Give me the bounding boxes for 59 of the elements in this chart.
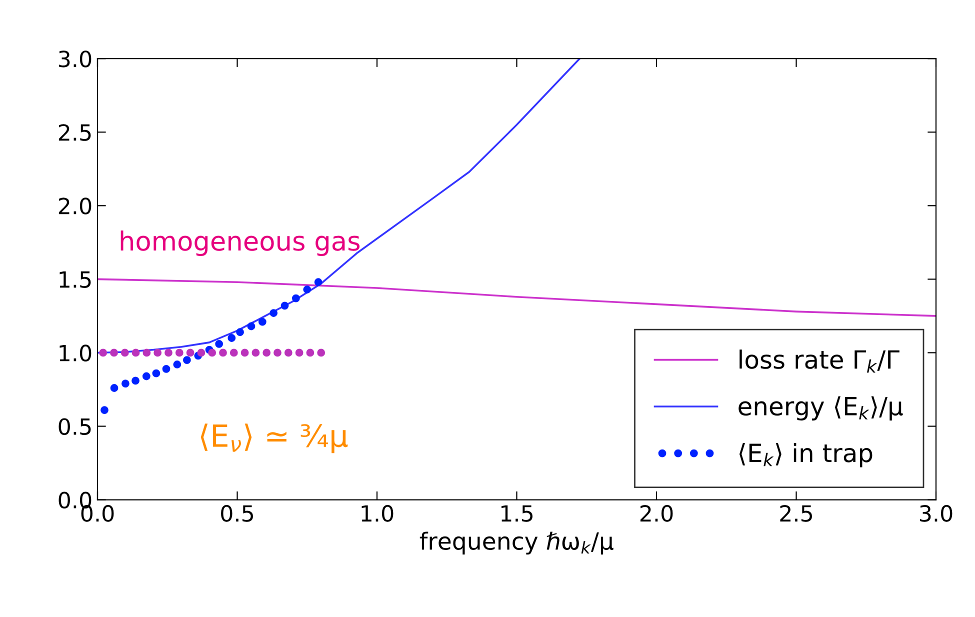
point <box>154 348 162 357</box>
point <box>197 348 206 357</box>
y-tick-label: 1.5 <box>60 271 91 288</box>
point <box>228 334 236 342</box>
point <box>175 348 184 357</box>
point <box>219 348 227 357</box>
point <box>240 348 249 357</box>
point <box>164 348 172 357</box>
point <box>132 376 140 385</box>
point <box>122 380 130 388</box>
point <box>142 372 150 380</box>
point <box>162 364 170 373</box>
point <box>284 348 292 357</box>
point <box>303 286 312 294</box>
x-tick-label: 2.5 <box>780 505 812 522</box>
y-tick-label: 3.0 <box>58 50 92 68</box>
point <box>292 294 300 302</box>
x-tick-label: 3.0 <box>920 505 952 522</box>
y-tick-label: 2.5 <box>58 124 91 141</box>
point <box>270 309 278 317</box>
line-series <box>98 278 936 317</box>
point <box>100 406 108 414</box>
legend-label: loss rate Γ$_{k}$/Γ <box>740 350 900 373</box>
point <box>173 360 182 368</box>
point <box>252 348 260 357</box>
annotation: ⟨E$_{ν}$⟩ ≃ ¾μ <box>200 424 348 454</box>
x-tick-label: 1.0 <box>362 505 394 522</box>
x-tick-label: 2.0 <box>640 505 673 522</box>
point <box>247 322 256 330</box>
point <box>132 348 140 357</box>
point <box>230 348 238 357</box>
x-tick-label: 0.5 <box>221 505 253 522</box>
point <box>142 348 151 357</box>
point <box>152 369 160 378</box>
legend-label: ⟨E$_{k}$⟩ in trap <box>739 443 872 468</box>
point <box>295 348 304 357</box>
y-tick-label: 0.5 <box>58 418 91 436</box>
point <box>306 348 314 357</box>
point <box>258 318 266 326</box>
point <box>280 302 289 310</box>
point <box>110 348 118 357</box>
point <box>99 348 108 357</box>
annotation: homogeneous gas <box>120 230 360 256</box>
point <box>236 328 244 336</box>
point <box>120 348 129 357</box>
point <box>317 348 326 357</box>
x-tick-label: 1.5 <box>502 505 532 522</box>
point <box>110 384 118 392</box>
point <box>314 278 322 286</box>
point <box>182 356 191 364</box>
point <box>215 340 224 348</box>
point <box>274 348 282 357</box>
x-axis-title: frequency ℏω$_{k}$/μ <box>420 532 614 555</box>
y-tick-label: 1.0 <box>60 344 92 362</box>
point <box>262 348 271 357</box>
point <box>186 348 194 357</box>
point <box>208 348 216 357</box>
y-tick-label: 2.0 <box>58 198 92 214</box>
legend-label: energy ⟨E$_{k}$⟩/μ <box>738 396 903 420</box>
